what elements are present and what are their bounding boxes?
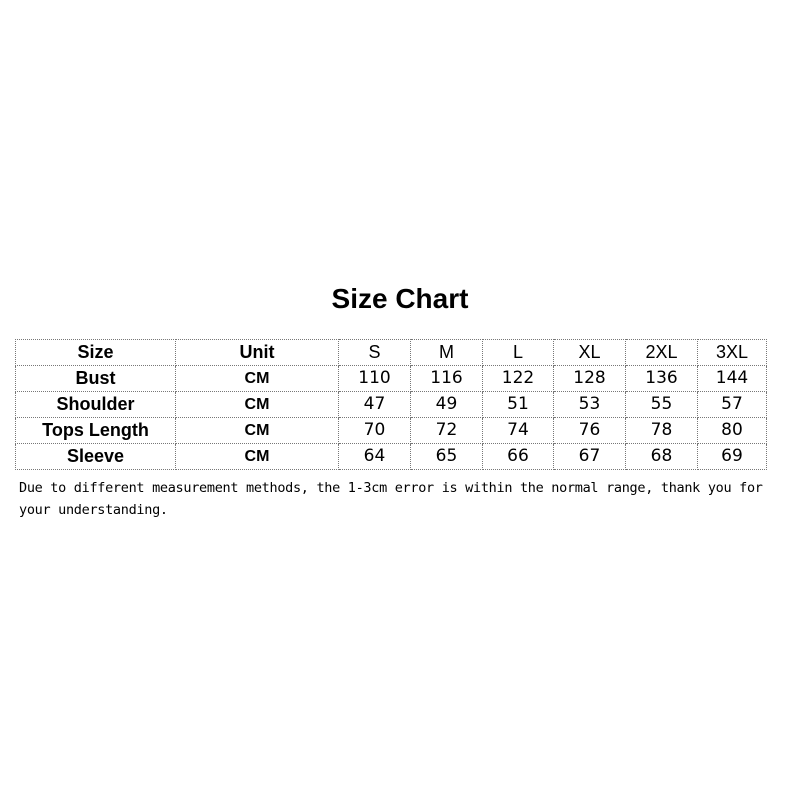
row-value: 116 (410, 365, 483, 392)
row-value: 65 (410, 443, 483, 470)
row-value: 128 (553, 365, 626, 392)
header-row: Size Unit S M L XL 2XL 3XL (15, 339, 767, 366)
row-unit: CM (175, 365, 339, 392)
row-value: 66 (482, 443, 554, 470)
row-unit: CM (175, 391, 339, 418)
header-size-L: L (482, 339, 554, 366)
row-label: Tops Length (15, 417, 176, 444)
row-label: Shoulder (15, 391, 176, 418)
header-size: Size (15, 339, 176, 366)
header-unit: Unit (175, 339, 339, 366)
row-value: 55 (625, 391, 698, 418)
row-value: 53 (553, 391, 626, 418)
row-unit: CM (175, 443, 339, 470)
table-row: Tops Length CM 70 72 74 76 78 80 (15, 417, 767, 444)
table-row: Sleeve CM 64 65 66 67 68 69 (15, 443, 767, 470)
row-value: 69 (697, 443, 767, 470)
table-row: Shoulder CM 47 49 51 53 55 57 (15, 391, 767, 418)
row-value: 51 (482, 391, 554, 418)
header-size-3XL: 3XL (697, 339, 767, 366)
row-value: 144 (697, 365, 767, 392)
row-label: Bust (15, 365, 176, 392)
row-value: 68 (625, 443, 698, 470)
header-size-2XL: 2XL (625, 339, 698, 366)
row-value: 74 (482, 417, 554, 444)
row-value: 64 (338, 443, 411, 470)
page-title: Size Chart (331, 283, 469, 314)
row-value: 72 (410, 417, 483, 444)
row-value: 110 (338, 365, 411, 392)
row-value: 136 (625, 365, 698, 392)
row-unit: CM (175, 417, 339, 444)
row-label: Sleeve (15, 443, 176, 470)
row-value: 78 (625, 417, 698, 444)
row-value: 80 (697, 417, 767, 444)
table-row: Bust CM 110 116 122 128 136 144 (15, 365, 767, 392)
header-size-S: S (338, 339, 411, 366)
disclaimer-note: Due to different measurement methods, th… (19, 480, 763, 518)
row-value: 57 (697, 391, 767, 418)
row-value: 76 (553, 417, 626, 444)
header-size-M: M (410, 339, 483, 366)
header-size-XL: XL (553, 339, 626, 366)
row-value: 49 (410, 391, 483, 418)
row-value: 47 (338, 391, 411, 418)
row-value: 122 (482, 365, 554, 392)
row-value: 67 (553, 443, 626, 470)
size-table: Size Unit S M L XL 2XL 3XL Bust CM 110 116 122 128 136… (15, 339, 767, 470)
row-value: 70 (338, 417, 411, 444)
